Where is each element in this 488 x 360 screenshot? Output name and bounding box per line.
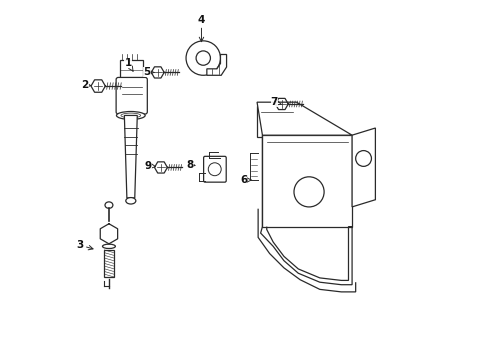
Text: 6: 6: [240, 175, 251, 185]
Bar: [120, 60, 143, 80]
Bar: [262, 135, 351, 226]
FancyBboxPatch shape: [203, 156, 226, 182]
Circle shape: [208, 163, 221, 176]
Text: 5: 5: [143, 67, 154, 77]
Text: 1: 1: [124, 58, 133, 71]
Ellipse shape: [105, 202, 113, 208]
Text: 9: 9: [144, 161, 155, 171]
Circle shape: [263, 114, 270, 121]
Text: 3: 3: [77, 240, 93, 250]
Circle shape: [276, 125, 284, 132]
Ellipse shape: [102, 244, 115, 248]
Circle shape: [276, 114, 284, 121]
Circle shape: [355, 150, 371, 166]
Circle shape: [185, 41, 220, 75]
Polygon shape: [124, 116, 137, 198]
Polygon shape: [206, 54, 226, 75]
Ellipse shape: [121, 113, 141, 118]
Polygon shape: [257, 102, 351, 135]
FancyBboxPatch shape: [116, 77, 147, 114]
Text: 8: 8: [186, 159, 195, 170]
Ellipse shape: [125, 198, 136, 204]
Circle shape: [263, 125, 270, 132]
Circle shape: [293, 177, 324, 207]
Text: 4: 4: [197, 15, 205, 42]
Ellipse shape: [116, 112, 145, 120]
Bar: [257, 107, 296, 137]
Circle shape: [196, 51, 210, 65]
Bar: [104, 250, 113, 277]
Text: 2: 2: [81, 80, 91, 90]
Polygon shape: [351, 128, 375, 207]
Text: 7: 7: [270, 97, 281, 107]
